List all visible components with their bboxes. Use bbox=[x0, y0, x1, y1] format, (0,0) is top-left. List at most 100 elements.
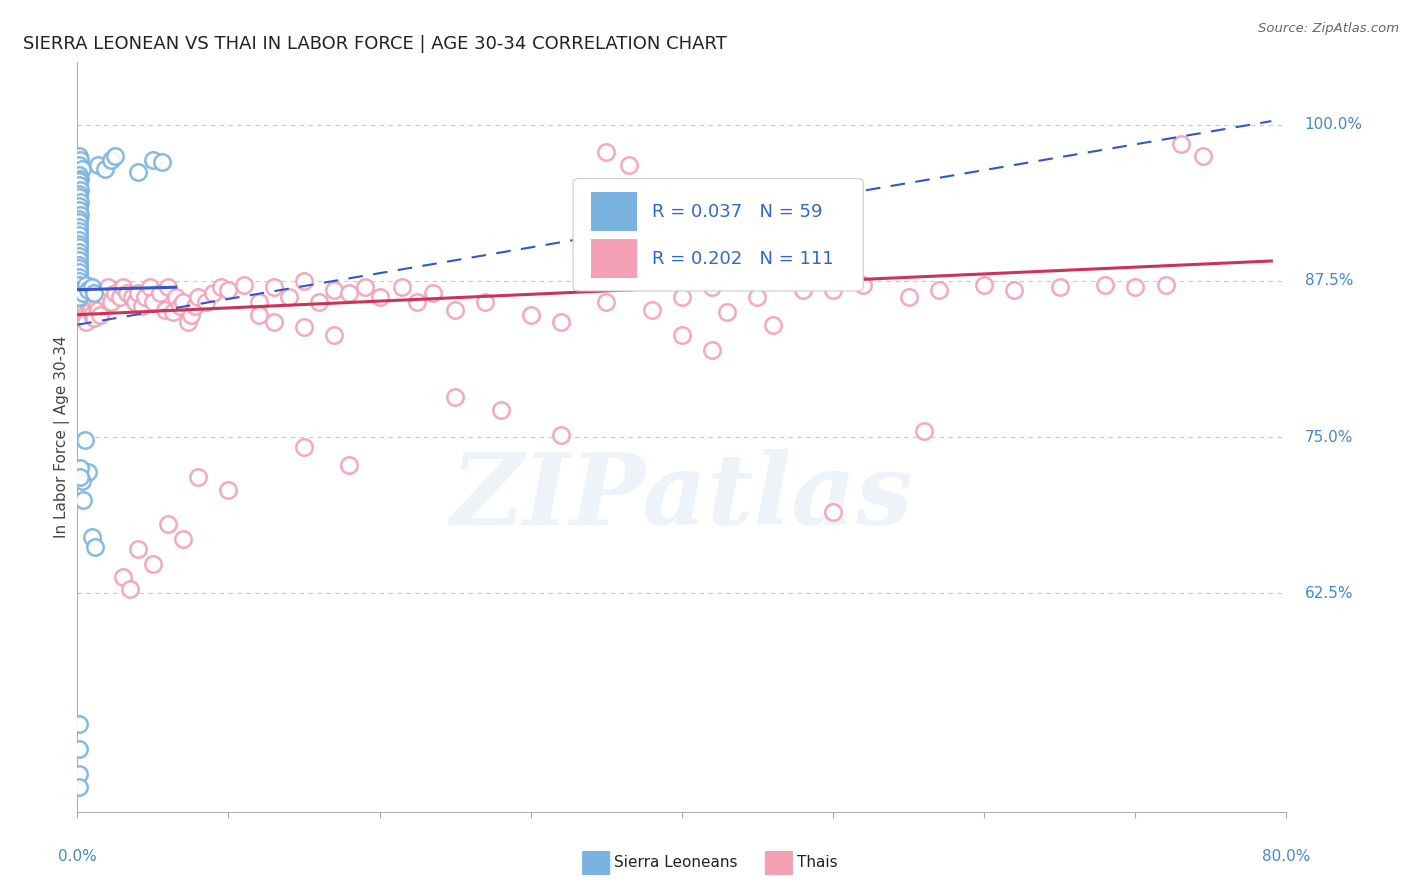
Point bbox=[218, 483, 240, 497]
Point bbox=[67, 270, 90, 285]
Point bbox=[67, 227, 90, 242]
Point bbox=[90, 286, 112, 301]
Point bbox=[111, 280, 134, 294]
Point bbox=[72, 295, 94, 310]
Point bbox=[120, 582, 142, 597]
Point bbox=[278, 290, 301, 304]
Text: 75.0%: 75.0% bbox=[1305, 430, 1353, 444]
Point bbox=[131, 299, 153, 313]
Point bbox=[75, 277, 97, 292]
Point bbox=[104, 286, 127, 301]
Point bbox=[67, 245, 90, 260]
Point bbox=[67, 158, 90, 172]
Point bbox=[67, 742, 90, 756]
Point bbox=[792, 283, 814, 297]
Point bbox=[1049, 280, 1071, 294]
Point bbox=[72, 492, 94, 507]
Point bbox=[69, 195, 91, 210]
Point bbox=[263, 315, 285, 329]
Point bbox=[100, 153, 122, 167]
Point bbox=[194, 295, 217, 310]
Point bbox=[111, 570, 134, 584]
Point bbox=[641, 302, 664, 317]
Point bbox=[108, 290, 131, 304]
Point bbox=[762, 318, 785, 332]
Point bbox=[83, 286, 105, 301]
Point bbox=[67, 265, 90, 279]
Point bbox=[165, 290, 187, 304]
Point bbox=[67, 236, 90, 251]
FancyBboxPatch shape bbox=[574, 178, 863, 291]
Point bbox=[292, 440, 315, 454]
Point bbox=[172, 533, 194, 547]
Point bbox=[353, 280, 375, 294]
Point bbox=[150, 155, 173, 169]
Point bbox=[77, 295, 100, 310]
Text: Sierra Leoneans: Sierra Leoneans bbox=[614, 855, 738, 870]
Point bbox=[169, 299, 191, 313]
Point bbox=[323, 283, 346, 297]
Text: Source: ZipAtlas.com: Source: ZipAtlas.com bbox=[1258, 22, 1399, 36]
Point bbox=[263, 280, 285, 294]
Point bbox=[444, 302, 467, 317]
Point bbox=[1123, 280, 1146, 294]
Point bbox=[134, 290, 156, 304]
Point bbox=[84, 540, 107, 554]
Point bbox=[716, 305, 738, 319]
Point bbox=[67, 265, 90, 279]
Point bbox=[595, 295, 617, 310]
Point bbox=[617, 158, 640, 172]
Point bbox=[82, 280, 104, 294]
Point bbox=[77, 465, 100, 479]
Point bbox=[550, 315, 572, 329]
Point bbox=[87, 158, 110, 172]
Point bbox=[406, 295, 429, 310]
Point bbox=[247, 308, 270, 322]
Point bbox=[69, 153, 91, 167]
Point bbox=[1192, 149, 1215, 163]
Point bbox=[86, 299, 108, 313]
Point bbox=[422, 286, 444, 301]
Text: 87.5%: 87.5% bbox=[1305, 274, 1353, 288]
Point bbox=[184, 299, 207, 313]
Point bbox=[67, 190, 90, 204]
Point bbox=[75, 315, 97, 329]
Point bbox=[702, 343, 724, 357]
Point bbox=[67, 767, 90, 781]
Point bbox=[67, 220, 90, 235]
Point bbox=[69, 280, 91, 294]
Point bbox=[89, 308, 111, 322]
Bar bbox=[592, 239, 637, 278]
Y-axis label: In Labor Force | Age 30-34: In Labor Force | Age 30-34 bbox=[55, 335, 70, 539]
Point bbox=[821, 505, 844, 519]
Text: 100.0%: 100.0% bbox=[1305, 118, 1362, 132]
Point bbox=[69, 470, 91, 484]
Point bbox=[550, 427, 572, 442]
Point bbox=[747, 290, 769, 304]
Point bbox=[67, 780, 90, 794]
Point bbox=[292, 274, 315, 288]
Point bbox=[67, 717, 90, 731]
Point bbox=[1004, 283, 1026, 297]
Point bbox=[67, 224, 90, 238]
Point bbox=[157, 517, 180, 532]
Point bbox=[70, 161, 93, 176]
Point bbox=[67, 286, 90, 301]
Point bbox=[115, 286, 138, 301]
Point bbox=[821, 283, 844, 297]
Point bbox=[142, 558, 165, 572]
Point bbox=[702, 280, 724, 294]
Point bbox=[1170, 136, 1192, 151]
Point bbox=[96, 280, 118, 294]
Point bbox=[93, 290, 115, 304]
Point bbox=[67, 274, 90, 288]
Point bbox=[72, 299, 94, 313]
Point bbox=[70, 289, 93, 303]
Point bbox=[124, 295, 146, 310]
Point bbox=[202, 286, 225, 301]
Point bbox=[67, 149, 90, 163]
Text: 62.5%: 62.5% bbox=[1305, 586, 1353, 600]
Point bbox=[474, 295, 496, 310]
Point bbox=[897, 290, 920, 304]
Point bbox=[67, 186, 90, 201]
